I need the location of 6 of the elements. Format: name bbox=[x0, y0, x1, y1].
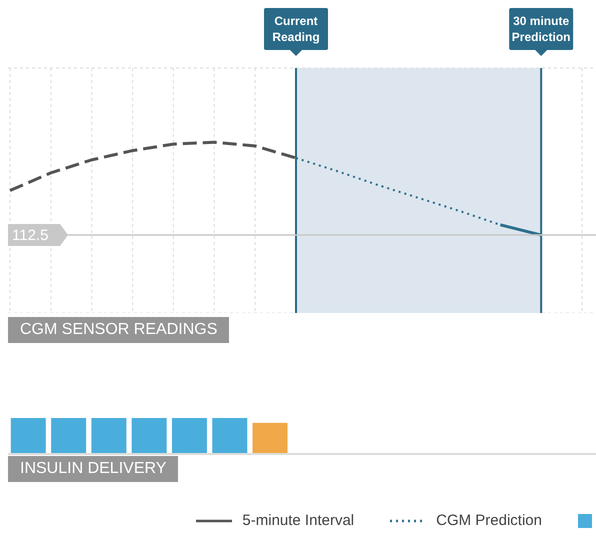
legend-label: 5-minute Interval bbox=[242, 512, 354, 529]
legend-label: CGM Prediction bbox=[436, 512, 542, 529]
x-tick-label: 30 minute Prediction bbox=[512, 14, 570, 44]
x-tick-label: Current Reading bbox=[272, 14, 320, 44]
text: CGM SENSOR READINGS bbox=[8, 317, 230, 343]
text: INSULIN DELIVERY bbox=[8, 456, 178, 482]
